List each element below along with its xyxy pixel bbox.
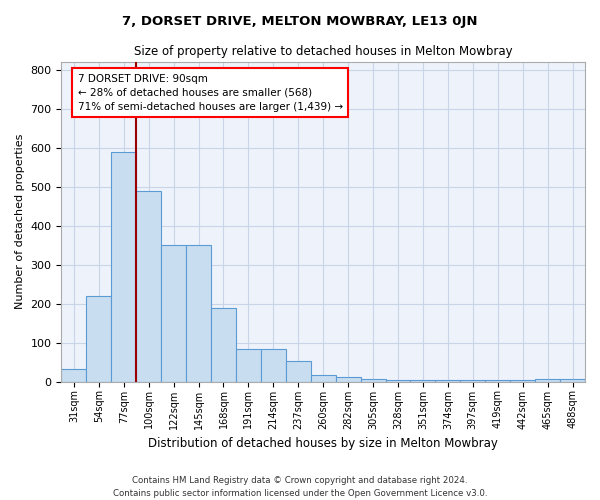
Bar (485, 380, 510, 382)
Bar (361, 378, 386, 382)
Text: 7, DORSET DRIVE, MELTON MOWBRAY, LE13 0JN: 7, DORSET DRIVE, MELTON MOWBRAY, LE13 0J… (122, 15, 478, 28)
Y-axis label: Number of detached properties: Number of detached properties (15, 134, 25, 310)
Bar (460, 380, 485, 382)
Bar (335, 376, 361, 382)
Bar (211, 308, 236, 382)
Text: 7 DORSET DRIVE: 90sqm
← 28% of detached houses are smaller (568)
71% of semi-det: 7 DORSET DRIVE: 90sqm ← 28% of detached … (77, 74, 343, 112)
Bar (560, 379, 585, 382)
Bar (510, 380, 535, 382)
Bar (311, 374, 335, 382)
Bar (535, 379, 560, 382)
Bar (286, 362, 311, 382)
Bar (436, 380, 460, 382)
Bar (136, 190, 161, 382)
Bar (236, 348, 261, 382)
Title: Size of property relative to detached houses in Melton Mowbray: Size of property relative to detached ho… (134, 45, 512, 58)
Bar (61, 369, 86, 382)
Bar (261, 348, 286, 382)
Bar (111, 152, 136, 382)
Bar (186, 245, 211, 382)
Bar (386, 380, 410, 382)
X-axis label: Distribution of detached houses by size in Melton Mowbray: Distribution of detached houses by size … (148, 437, 498, 450)
Bar (86, 296, 111, 382)
Bar (161, 245, 186, 382)
Bar (410, 380, 436, 382)
Text: Contains HM Land Registry data © Crown copyright and database right 2024.
Contai: Contains HM Land Registry data © Crown c… (113, 476, 487, 498)
